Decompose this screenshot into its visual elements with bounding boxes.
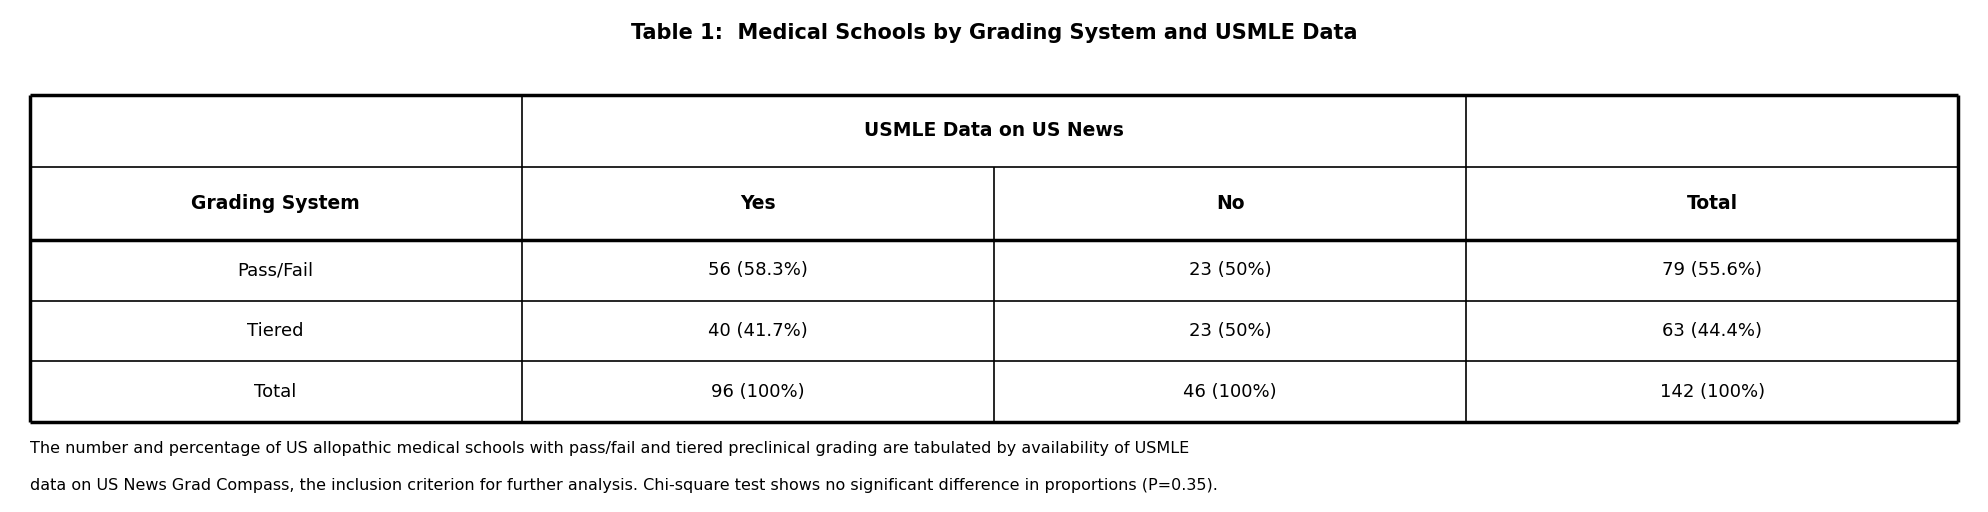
Text: 23 (50%): 23 (50%): [1189, 322, 1272, 340]
Text: Total: Total: [1686, 194, 1738, 213]
Text: 23 (50%): 23 (50%): [1189, 261, 1272, 279]
Text: 79 (55.6%): 79 (55.6%): [1662, 261, 1761, 279]
Text: Grading System: Grading System: [191, 194, 360, 213]
Text: The number and percentage of US allopathic medical schools with pass/fail and ti: The number and percentage of US allopath…: [30, 440, 1189, 456]
Text: 56 (58.3%): 56 (58.3%): [708, 261, 807, 279]
Text: Table 1:  Medical Schools by Grading System and USMLE Data: Table 1: Medical Schools by Grading Syst…: [630, 23, 1358, 44]
Text: Pass/Fail: Pass/Fail: [239, 261, 314, 279]
Text: USMLE Data on US News: USMLE Data on US News: [865, 121, 1123, 140]
Text: No: No: [1217, 194, 1244, 213]
Text: 40 (41.7%): 40 (41.7%): [708, 322, 807, 340]
Text: data on US News Grad Compass, the inclusion criterion for further analysis. Chi-: data on US News Grad Compass, the inclus…: [30, 478, 1219, 493]
Text: 96 (100%): 96 (100%): [712, 383, 805, 401]
Text: Total: Total: [254, 383, 296, 401]
Text: Tiered: Tiered: [247, 322, 304, 340]
Text: 63 (44.4%): 63 (44.4%): [1662, 322, 1761, 340]
Text: 46 (100%): 46 (100%): [1183, 383, 1276, 401]
Text: 142 (100%): 142 (100%): [1660, 383, 1765, 401]
Text: Yes: Yes: [740, 194, 775, 213]
